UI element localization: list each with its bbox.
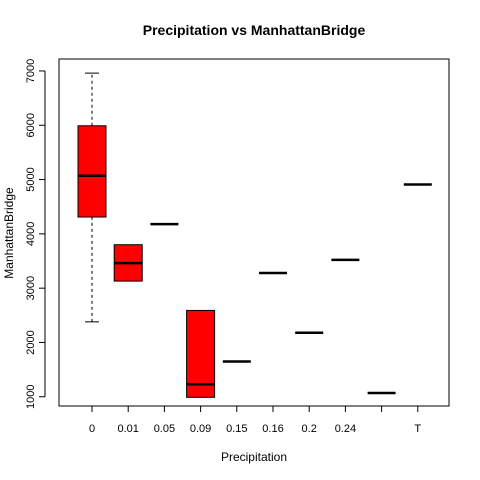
x-tick-label: 0.24 xyxy=(335,423,356,435)
y-tick-label: 6000 xyxy=(25,113,37,137)
y-tick-label: 7000 xyxy=(25,59,37,83)
box-0 xyxy=(77,72,107,323)
iqr-box xyxy=(77,125,107,218)
x-tick-label: 0.09 xyxy=(190,423,211,435)
y-tick-label: 4000 xyxy=(25,222,37,246)
y-tick-label: 2000 xyxy=(25,330,37,354)
chart-title: Precipitation vs ManhattanBridge xyxy=(143,22,366,38)
y-axis: 1000 2000 3000 4000 5000 6000 7000 xyxy=(25,59,46,409)
x-tick-label: 0.2 xyxy=(302,423,317,435)
x-tick-label: 0.01 xyxy=(117,423,138,435)
y-axis-title: ManhattanBridge xyxy=(2,187,16,279)
x-axis: 0 0.01 0.05 0.09 0.15 0.16 0.2 0.24 T xyxy=(89,405,421,435)
y-tick-label: 1000 xyxy=(25,385,37,409)
x-tick-label: 0.05 xyxy=(154,423,175,435)
box-series xyxy=(77,72,432,398)
x-tick-label: 0.16 xyxy=(262,423,283,435)
x-tick-label: 0.15 xyxy=(226,423,247,435)
box-0.09 xyxy=(186,309,216,398)
y-tick-label: 5000 xyxy=(25,167,37,191)
x-tick-label: T xyxy=(414,423,421,435)
x-tick-label: 0 xyxy=(89,423,95,435)
iqr-box xyxy=(186,309,216,398)
plot-frame xyxy=(58,58,450,407)
y-tick-label: 3000 xyxy=(25,276,37,300)
x-axis-title: Precipitation xyxy=(221,450,287,464)
box-0.01 xyxy=(113,244,143,282)
